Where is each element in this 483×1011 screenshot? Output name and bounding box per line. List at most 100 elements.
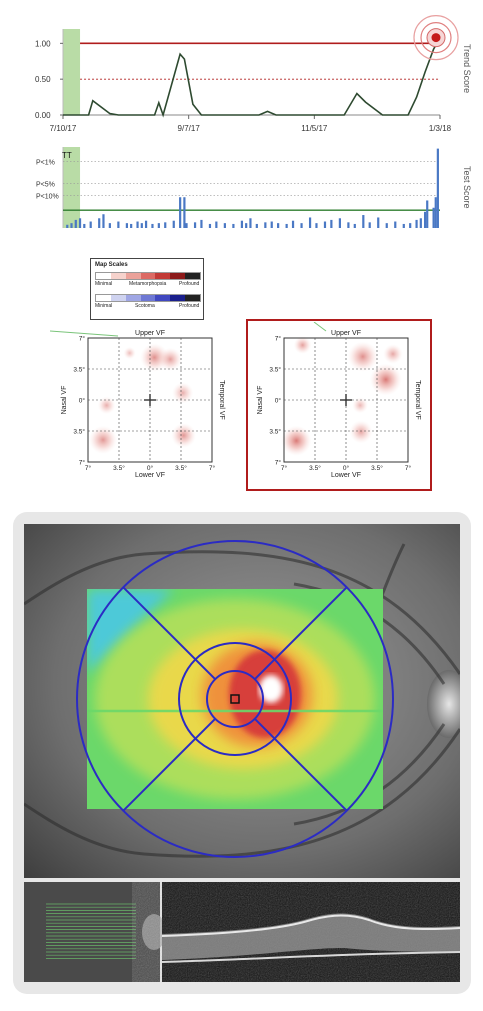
vf-x-tick: 0° [147,464,154,472]
distortion-spot [171,423,197,448]
test-score-bar [70,223,73,228]
vf-map-right[interactable]: Upper VF Lower VF Nasal VF Temporal VF 7° 3.5… [246,322,426,482]
vf-y-tick: 3.5° [73,428,85,436]
x-tick-label: 11/5/17 [301,124,328,133]
distortion-spot [281,425,312,456]
distortion-spot [383,344,403,364]
vf-nasal-label: Nasal VF [257,386,264,415]
latest-point-dot[interactable] [431,33,441,43]
test-score-chart: P<1% P<5% P<10% TT [36,147,440,228]
legend-swatch [110,295,126,301]
vf-lower-label: Lower VF [331,472,361,479]
test-score-bar [140,223,143,228]
test-score-bar [338,218,341,228]
test-score-bar [157,223,160,228]
test-score-bar [362,215,365,228]
fundus-heatmap-image[interactable] [24,524,460,878]
test-score-bar [377,217,380,228]
test-score-bar [232,223,235,228]
vf-y-tick: 0° [79,397,86,405]
distortion-spot [293,336,312,354]
test-score-bar [394,221,397,228]
vf-map-left[interactable]: Upper VF Lower VF Nasal VF Temporal VF 7° 3.5… [50,322,230,482]
test-score-bar [249,218,252,228]
oct-scan-lines [46,903,136,959]
test-score-bar [151,223,154,228]
vf-x-tick: 0° [343,464,350,472]
test-score-bar [164,222,167,228]
test-score-bar [330,219,333,228]
test-score-bar [291,220,295,228]
distortion-spot [88,425,118,455]
heat-center [259,675,283,703]
latest-point-halo-mid [420,21,452,54]
test-score-bar [245,223,248,228]
legend-swatch [155,273,171,279]
vf-y-tick: 3.5° [269,428,281,436]
vf-temporal-label: Temporal VF [218,380,225,420]
test-score-bar [136,221,139,228]
test-score-bar [255,223,258,228]
legend-swatch [96,295,111,301]
vf-y-tick: 3.5° [269,366,281,374]
test-score-bar [78,218,82,228]
test-score-bar [434,197,437,228]
test-score-bar [409,223,412,228]
test-score-bar [83,223,86,228]
distortion-spot [123,346,136,360]
test-score-bar [432,207,435,228]
test-score-bar [300,223,303,228]
test-score-bar [423,211,427,228]
vf-upper-label: Upper VF [331,330,361,337]
test-score-bar [270,221,273,228]
vf-y-tick: 7° [79,459,86,467]
test-score-bar [179,197,182,228]
legend-swatch [155,295,171,301]
test-score-bar [172,220,175,228]
fixation-marker[interactable] [230,694,240,704]
test-score-bar [419,218,422,228]
meta-label: Metamorphopsia [129,281,167,287]
test-score-bar [368,222,371,228]
distortion-spot [369,363,402,396]
trend-series-line [63,37,441,118]
test-score-bar [402,223,405,228]
y-tick-label: P<5% [36,181,55,188]
grid-ring [76,540,394,858]
x-tick-label: 7/10/17 [50,124,77,133]
test-score-bar [193,222,197,228]
meta-minimal-label: Minimal [95,281,113,287]
test-score-bar [277,223,280,228]
legend-swatch [170,295,186,301]
legend-swatch [185,273,201,279]
test-score-bar [66,224,69,228]
distortion-spot [97,396,116,415]
distortion-spot [352,397,369,414]
vf-y-tick: 0° [275,397,282,405]
vf-map-selected-frame[interactable] [246,319,432,491]
vf-lower-label: Lower VF [135,472,165,479]
vf-x-tick: 7° [405,464,412,472]
test-score-bar [315,223,318,228]
legend-swatch [185,295,201,301]
vf-x-tick: 7° [85,464,92,472]
oct-fundus-thumb [24,882,160,982]
legend-swatch [125,295,141,301]
test-score-bar [264,222,267,228]
legend-swatch [140,273,156,279]
test-score-bar [285,223,288,228]
y-tick-label: 0.50 [35,75,51,84]
trend-score-chart: 0.00 0.50 1.00 7/10/17 9/7/17 11/5/17 1/3/18 [35,14,459,133]
baseline-band [63,147,81,228]
test-score-bar [144,220,148,228]
oct-strip[interactable] [24,882,460,982]
test-score-bar [185,223,188,228]
vf-x-tick: 3.5° [113,464,125,472]
test-score-bar [183,197,186,228]
scot-profound-label: Profound [179,303,200,309]
y-tick-label: 0.00 [35,111,51,120]
test-score-bar [308,217,312,228]
vf-x-tick: 3.5° [175,464,187,472]
test-score-bar [215,221,218,228]
test-score-bar [208,223,212,228]
